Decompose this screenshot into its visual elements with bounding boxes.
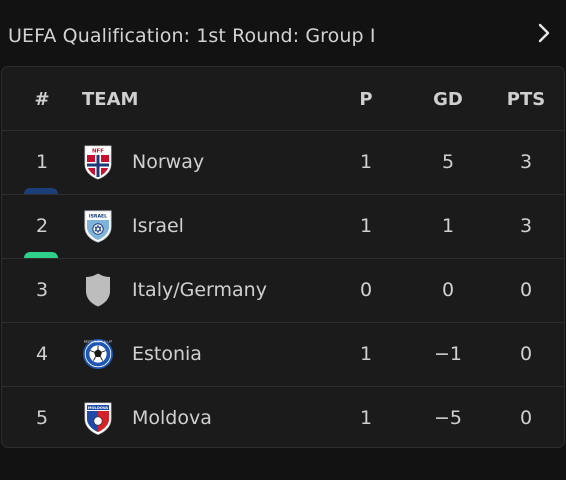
team-name[interactable]: Moldova [132, 407, 212, 429]
svg-text:ISRAEL: ISRAEL [89, 213, 107, 219]
team-name[interactable]: Norway [132, 151, 205, 173]
goal-diff-cell: −5 [433, 407, 462, 429]
goal-diff-cell: 0 [441, 279, 455, 301]
moldova-crest-icon: MOLDOVA [80, 387, 116, 447]
points-cell: 0 [519, 279, 533, 301]
points-cell: 3 [519, 151, 533, 173]
column-goal-diff-header: GD [433, 88, 463, 110]
goal-diff-cell: −1 [433, 343, 462, 365]
rank-cell: 4 [35, 343, 49, 365]
column-played-header: P [359, 88, 373, 110]
played-cell: 1 [359, 215, 373, 237]
table-row[interactable]: 2 ISRAEL Israel 1 1 3 [2, 194, 564, 258]
svg-text:NFF: NFF [92, 149, 104, 155]
placeholder-shield-icon [80, 259, 116, 321]
played-cell: 1 [359, 407, 373, 429]
svg-text:MOLDOVA: MOLDOVA [88, 406, 108, 410]
page-header: UEFA Qualification: 1st Round: Group I [0, 0, 566, 66]
played-cell: 0 [359, 279, 373, 301]
table-row[interactable]: 1 NFF Norway 1 5 3 [2, 130, 564, 194]
rank-cell: 1 [35, 151, 49, 173]
standings-table: # TEAM P GD PTS 1 NFF Norway 1 5 3 2 [1, 66, 565, 448]
promotion-marker [24, 188, 58, 194]
israel-crest-icon: ISRAEL [80, 195, 116, 257]
goal-diff-cell: 1 [441, 215, 455, 237]
played-cell: 1 [359, 343, 373, 365]
table-row[interactable]: 4 EESTI JALGPALLI LIIT Estonia 1 −1 0 [2, 322, 564, 385]
svg-text:EESTI JALGPALLI LIIT: EESTI JALGPALLI LIIT [84, 340, 113, 344]
chevron-right-icon[interactable] [533, 20, 555, 46]
team-name[interactable]: Israel [132, 215, 184, 237]
qualification-marker [24, 252, 58, 258]
table-row[interactable]: 5 MOLDOVA Moldova 1 −5 0 [2, 386, 564, 447]
points-cell: 0 [519, 407, 533, 429]
rank-cell: 5 [35, 407, 49, 429]
norway-crest-icon: NFF [80, 131, 116, 193]
rank-cell: 2 [35, 215, 49, 237]
estonia-crest-icon: EESTI JALGPALLI LIIT [80, 323, 116, 385]
table-row[interactable]: 3 Italy/Germany 0 0 0 [2, 258, 564, 321]
rank-cell: 3 [35, 279, 49, 301]
team-name[interactable]: Italy/Germany [132, 279, 267, 301]
points-cell: 0 [519, 343, 533, 365]
goal-diff-cell: 5 [441, 151, 455, 173]
column-rank-header: # [34, 88, 50, 110]
page-title: UEFA Qualification: 1st Round: Group I [8, 25, 376, 47]
team-name[interactable]: Estonia [132, 343, 202, 365]
played-cell: 1 [359, 151, 373, 173]
column-points-header: PTS [506, 88, 546, 110]
table-header: # TEAM P GD PTS [2, 67, 564, 131]
points-cell: 3 [519, 215, 533, 237]
column-team-header: TEAM [82, 88, 139, 110]
